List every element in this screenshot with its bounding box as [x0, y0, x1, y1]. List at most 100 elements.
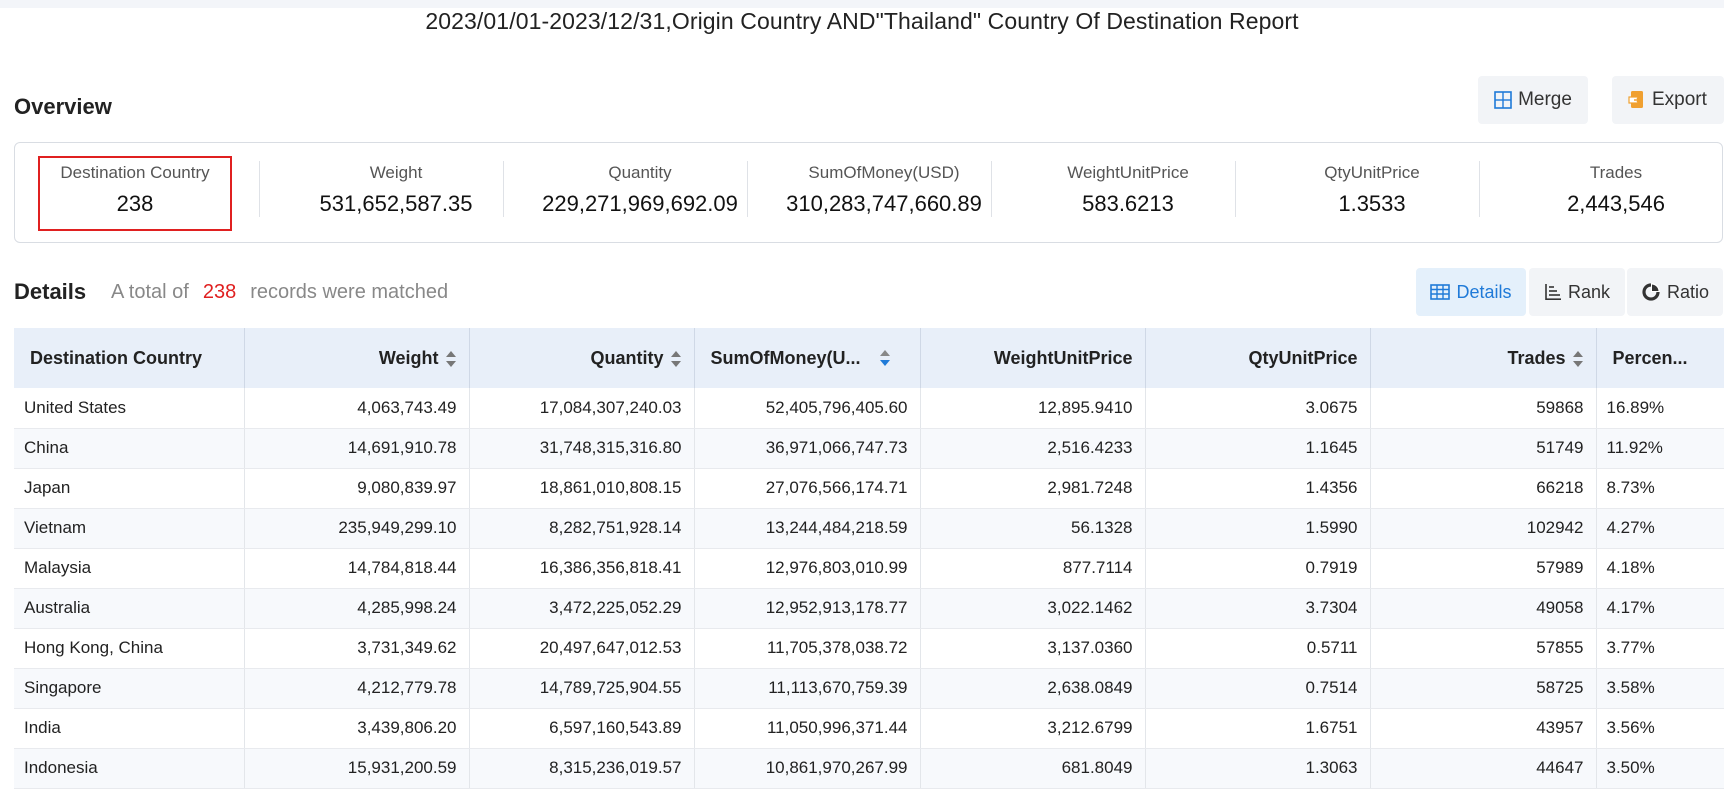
cell-weight: 14,691,910.78: [244, 428, 470, 469]
col-weight[interactable]: Weight: [244, 328, 470, 388]
cell-trades: 59868: [1370, 388, 1597, 429]
cell-percentage: 3.50%: [1596, 748, 1724, 789]
col-label: WeightUnitPrice: [993, 347, 1133, 368]
table-row[interactable]: United States 4,063,743.49 17,084,307,240.…: [14, 388, 1724, 429]
table-row[interactable]: Singapore 4,212,779.78 14,789,725,904.55 11…: [14, 668, 1724, 709]
cell-qty-unit-price: 3.0675: [1145, 388, 1371, 429]
col-label: SumOfMoney(U...: [710, 347, 861, 368]
cell-percentage: 4.17%: [1596, 588, 1724, 629]
record-count: 238: [202, 281, 237, 303]
sort-icon[interactable]: [670, 350, 682, 368]
stat-divider: [991, 161, 992, 217]
tab-rank-label: Rank: [1567, 281, 1611, 302]
top-strip: [0, 0, 1724, 8]
cell-weight-unit-price: 3,137.0360: [920, 628, 1146, 669]
col-trades[interactable]: Trades: [1370, 328, 1597, 388]
cell-weight: 3,731,349.62: [244, 628, 470, 669]
cell-weight-unit-price: 12,895.9410: [920, 388, 1146, 429]
rank-icon: [1545, 284, 1561, 301]
report-title: 2023/01/01-2023/12/31,Origin Country AND…: [425, 8, 1299, 34]
cell-qty-unit-price: 3.7304: [1145, 588, 1371, 629]
merge-button[interactable]: Merge: [1478, 76, 1588, 124]
col-label: Percen...: [1612, 347, 1688, 368]
cell-destination-country: China: [14, 428, 245, 469]
cell-weight-unit-price: 2,638.0849: [920, 668, 1146, 709]
cell-destination-country: Malaysia: [14, 548, 245, 589]
cell-weight: 4,212,779.78: [244, 668, 470, 709]
cell-weight-unit-price: 56.1328: [920, 508, 1146, 549]
cell-trades: 57989: [1370, 548, 1597, 589]
col-sum-of-money[interactable]: SumOfMoney(U...: [694, 328, 921, 388]
table-row[interactable]: China 14,691,910.78 31,748,315,316.80 36,97…: [14, 428, 1724, 469]
export-icon: [1628, 91, 1643, 108]
table-row[interactable]: Australia 4,285,998.24 3,472,225,052.29 12,…: [14, 588, 1724, 629]
cell-weight: 4,063,743.49: [244, 388, 470, 429]
table-row[interactable]: Malaysia 14,784,818.44 16,386,356,818.41 12…: [14, 548, 1724, 589]
sort-icon[interactable]: [1572, 350, 1584, 368]
cell-sum-of-money: 27,076,566,174.71: [694, 468, 921, 509]
stat-value: 229,271,969,692.09: [542, 191, 738, 216]
cell-qty-unit-price: 0.5711: [1145, 628, 1371, 669]
cell-qty-unit-price: 1.5990: [1145, 508, 1371, 549]
col-quantity[interactable]: Quantity: [469, 328, 695, 388]
stat-quantity: Quantity 229,271,969,692.09: [518, 143, 762, 244]
table-row[interactable]: Vietnam 235,949,299.10 8,282,751,928.14 13,…: [14, 508, 1724, 549]
sort-desc-icon[interactable]: [879, 349, 891, 367]
stat-label: Trades: [1589, 163, 1643, 182]
export-button[interactable]: Export: [1612, 76, 1724, 124]
col-label: Weight: [378, 347, 439, 368]
col-destination-country[interactable]: Destination Country: [14, 328, 245, 388]
cell-qty-unit-price: 1.6751: [1145, 708, 1371, 749]
cell-trades: 58725: [1370, 668, 1597, 709]
overview-panel: Destination Country 238 Weight 531,652,5…: [14, 142, 1723, 243]
cell-destination-country: India: [14, 708, 245, 749]
stat-value: 310,283,747,660.89: [786, 191, 982, 216]
col-percentage[interactable]: Percen...: [1596, 328, 1724, 388]
table-row[interactable]: Indonesia 15,931,200.59 8,315,236,019.57 10…: [14, 748, 1724, 789]
cell-weight-unit-price: 877.7114: [920, 548, 1146, 589]
cell-quantity: 16,386,356,818.41: [469, 548, 695, 589]
tab-ratio-label: Ratio: [1666, 281, 1710, 302]
stat-value: 2,443,546: [1567, 191, 1665, 216]
cell-sum-of-money: 11,113,670,759.39: [694, 668, 921, 709]
cell-weight: 3,439,806.20: [244, 708, 470, 749]
tab-ratio[interactable]: Ratio: [1627, 268, 1723, 316]
export-button-label: Export: [1652, 89, 1707, 110]
tab-details[interactable]: Details: [1416, 268, 1526, 316]
col-label: Quantity: [590, 347, 664, 368]
cell-qty-unit-price: 0.7919: [1145, 548, 1371, 589]
cell-percentage: 11.92%: [1596, 428, 1724, 469]
cell-quantity: 8,315,236,019.57: [469, 748, 695, 789]
stat-trades: Trades 2,443,546: [1494, 143, 1724, 244]
stat-weight-unit-price: WeightUnitPrice 583.6213: [1006, 143, 1250, 244]
sort-icon[interactable]: [445, 350, 457, 368]
stat-destination-country[interactable]: Destination Country 238: [13, 143, 257, 244]
cell-percentage: 3.56%: [1596, 708, 1724, 749]
cell-destination-country: Singapore: [14, 668, 245, 709]
cell-sum-of-money: 13,244,484,218.59: [694, 508, 921, 549]
table-row[interactable]: Japan 9,080,839.97 18,861,010,808.15 27,076…: [14, 468, 1724, 509]
cell-destination-country: Hong Kong, China: [14, 628, 245, 669]
tab-rank[interactable]: Rank: [1529, 268, 1625, 316]
details-table-container: Destination Country Weight Quantity SumO…: [14, 328, 1724, 795]
table-row[interactable]: Hong Kong, China 3,731,349.62 20,497,647,0…: [14, 628, 1724, 669]
cell-sum-of-money: 36,971,066,747.73: [694, 428, 921, 469]
cell-weight: 9,080,839.97: [244, 468, 470, 509]
cell-percentage: 3.58%: [1596, 668, 1724, 709]
details-summary: A total of 238 records were matched: [111, 281, 448, 304]
tab-details-label: Details: [1456, 281, 1512, 302]
col-qty-unit-price[interactable]: QtyUnitPrice: [1145, 328, 1371, 388]
summary-suffix: records were matched: [250, 281, 449, 303]
details-title: Details: [14, 279, 87, 304]
cell-trades: 49058: [1370, 588, 1597, 629]
cell-destination-country: Australia: [14, 588, 245, 629]
cell-quantity: 20,497,647,012.53: [469, 628, 695, 669]
cell-trades: 51749: [1370, 428, 1597, 469]
stat-label: Quantity: [608, 163, 672, 182]
stat-divider: [1235, 161, 1236, 217]
table-row[interactable]: India 3,439,806.20 6,597,160,543.89 11,050,…: [14, 708, 1724, 749]
stat-label: WeightUnitPrice: [1067, 163, 1189, 182]
col-weight-unit-price[interactable]: WeightUnitPrice: [920, 328, 1146, 388]
cell-quantity: 31,748,315,316.80: [469, 428, 695, 469]
cell-sum-of-money: 12,952,913,178.77: [694, 588, 921, 629]
